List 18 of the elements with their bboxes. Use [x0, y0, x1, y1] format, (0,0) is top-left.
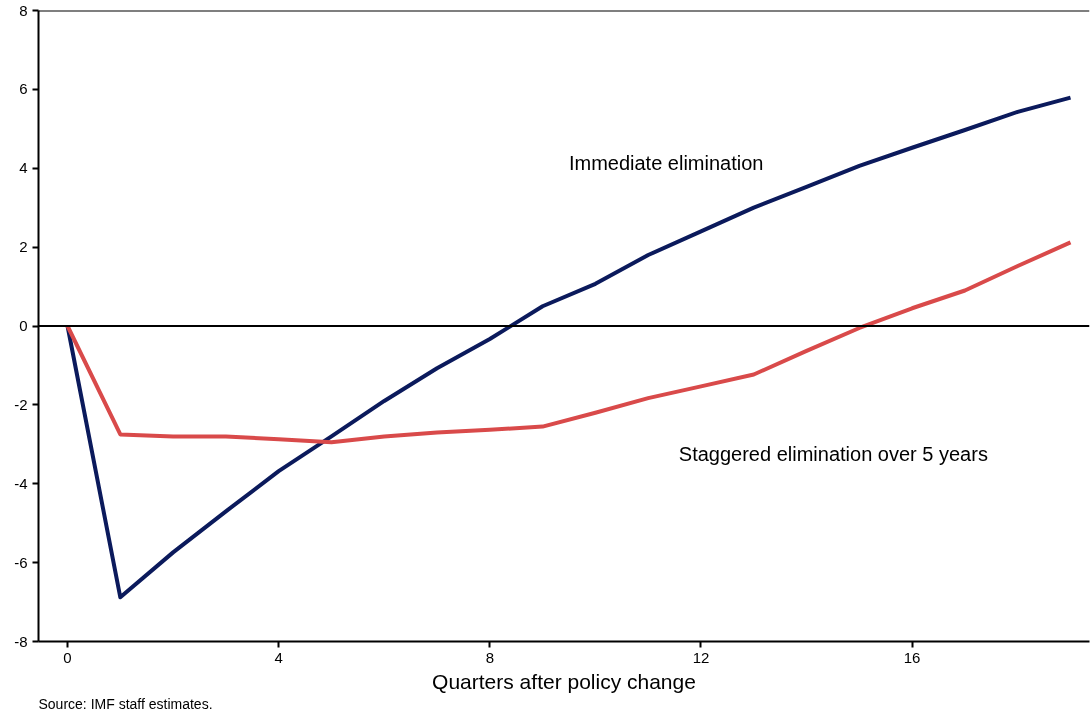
- x-axis-title: Quarters after policy change: [432, 669, 696, 693]
- y-tick-label: 2: [19, 238, 28, 256]
- y-tick-label: -2: [14, 395, 28, 413]
- x-tick-label: 16: [903, 648, 921, 666]
- y-tick-label: -8: [14, 632, 28, 650]
- x-tick-label: 12: [692, 648, 710, 666]
- source-note: Source: IMF staff estimates.: [38, 695, 213, 711]
- x-tick-label: 0: [63, 648, 72, 666]
- y-tick-label: 8: [19, 1, 28, 19]
- y-tick-label: 6: [19, 80, 28, 98]
- x-tick-label: 4: [274, 648, 283, 666]
- text: Staggered elimination over 5 years: [678, 442, 988, 465]
- x-tick-label: 8: [485, 648, 495, 666]
- y-tick-label: 0: [19, 317, 28, 334]
- y-tick-label: 4: [19, 159, 28, 177]
- y-tick-label: -4: [14, 474, 28, 492]
- series-label: Immediate elimination: [568, 152, 764, 175]
- y-tick-label: -6: [14, 553, 28, 571]
